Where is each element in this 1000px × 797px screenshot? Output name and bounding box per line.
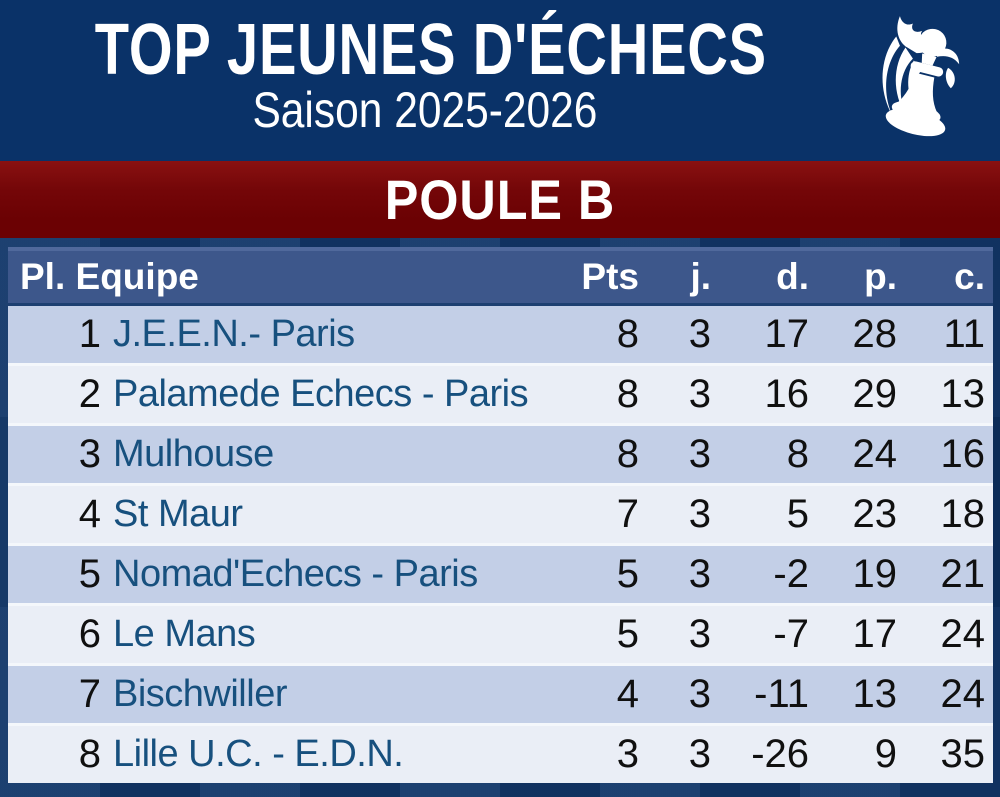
against-cell: 16 (905, 423, 993, 485)
for-cell: 17 (817, 603, 905, 665)
played-cell: 3 (647, 363, 719, 425)
played-cell: 3 (647, 543, 719, 605)
played-cell: 3 (647, 603, 719, 665)
diff-cell: -2 (719, 543, 817, 605)
points-cell: 3 (557, 723, 647, 783)
played-cell: 3 (647, 723, 719, 783)
against-cell: 24 (905, 603, 993, 665)
table-row: 5 Nomad'Echecs - Paris 5 3 -2 19 21 (8, 543, 993, 605)
table-row: 2 Palamede Echecs - Paris 8 3 16 29 13 (8, 363, 993, 425)
team-cell: Bischwiller (103, 663, 557, 725)
diff-cell: 17 (719, 303, 817, 365)
diff-cell: 8 (719, 423, 817, 485)
played-cell: 3 (647, 303, 719, 365)
rank-cell: 4 (8, 483, 103, 545)
against-cell: 24 (905, 663, 993, 725)
header-against: c. (905, 247, 993, 306)
rank-cell: 6 (8, 603, 103, 665)
points-cell: 8 (557, 363, 647, 425)
standings-section: Pl. Equipe Pts j. d. p. c. 1 J.E.E.N.- P… (0, 238, 1000, 783)
played-cell: 3 (647, 483, 719, 545)
team-cell: J.E.E.N.- Paris (103, 303, 557, 365)
for-cell: 19 (817, 543, 905, 605)
for-cell: 9 (817, 723, 905, 783)
page-title: TOP JEUNES D'ÉCHECS (94, 10, 767, 90)
rank-cell: 7 (8, 663, 103, 725)
season-subtitle: Saison 2025-2026 (252, 82, 598, 138)
diff-cell: -7 (719, 603, 817, 665)
team-cell: Palamede Echecs - Paris (103, 363, 557, 425)
table-header-row: Pl. Equipe Pts j. d. p. c. (8, 247, 993, 306)
rooster-chess-pawn-logo-icon (882, 16, 960, 137)
table-row: 7 Bischwiller 4 3 -11 13 24 (8, 663, 993, 725)
header-for: p. (817, 247, 905, 306)
standings-table: Pl. Equipe Pts j. d. p. c. 1 J.E.E.N.- P… (8, 247, 993, 783)
team-cell: St Maur (103, 483, 557, 545)
header-diff: d. (719, 247, 817, 306)
table-row: 4 St Maur 7 3 5 23 18 (8, 483, 993, 545)
standings-body: 1 J.E.E.N.- Paris 8 3 17 28 11 2 Palamed… (8, 303, 993, 783)
for-cell: 29 (817, 363, 905, 425)
for-cell: 23 (817, 483, 905, 545)
rank-cell: 5 (8, 543, 103, 605)
page-header: TOP JEUNES D'ÉCHECS Saison 2025-2026 (0, 0, 1000, 161)
diff-cell: -11 (719, 663, 817, 725)
points-cell: 5 (557, 543, 647, 605)
diff-cell: 5 (719, 483, 817, 545)
points-cell: 4 (557, 663, 647, 725)
table-row: 8 Lille U.C. - E.D.N. 3 3 -26 9 35 (8, 723, 993, 783)
for-cell: 28 (817, 303, 905, 365)
team-cell: Mulhouse (103, 423, 557, 485)
poule-label: POULE B (384, 168, 616, 231)
points-cell: 8 (557, 303, 647, 365)
points-cell: 8 (557, 423, 647, 485)
for-cell: 24 (817, 423, 905, 485)
header-played: j. (647, 247, 719, 306)
diff-cell: -26 (719, 723, 817, 783)
team-cell: Lille U.C. - E.D.N. (103, 723, 557, 783)
against-cell: 18 (905, 483, 993, 545)
against-cell: 11 (905, 303, 993, 365)
header-team: Equipe (75, 256, 199, 297)
for-cell: 13 (817, 663, 905, 725)
against-cell: 13 (905, 363, 993, 425)
rank-cell: 1 (8, 303, 103, 365)
rank-cell: 8 (8, 723, 103, 783)
team-cell: Le Mans (103, 603, 557, 665)
header-place: Pl. (20, 256, 66, 297)
rank-cell: 2 (8, 363, 103, 425)
diff-cell: 16 (719, 363, 817, 425)
played-cell: 3 (647, 423, 719, 485)
rank-cell: 3 (8, 423, 103, 485)
header-points: Pts (557, 247, 647, 306)
played-cell: 3 (647, 663, 719, 725)
table-row: 6 Le Mans 5 3 -7 17 24 (8, 603, 993, 665)
table-row: 3 Mulhouse 8 3 8 24 16 (8, 423, 993, 485)
against-cell: 35 (905, 723, 993, 783)
against-cell: 21 (905, 543, 993, 605)
poule-band: POULE B (0, 161, 1000, 238)
table-row: 1 J.E.E.N.- Paris 8 3 17 28 11 (8, 303, 993, 365)
points-cell: 7 (557, 483, 647, 545)
points-cell: 5 (557, 603, 647, 665)
team-cell: Nomad'Echecs - Paris (103, 543, 557, 605)
header-place-team: Pl. Equipe (8, 247, 557, 306)
